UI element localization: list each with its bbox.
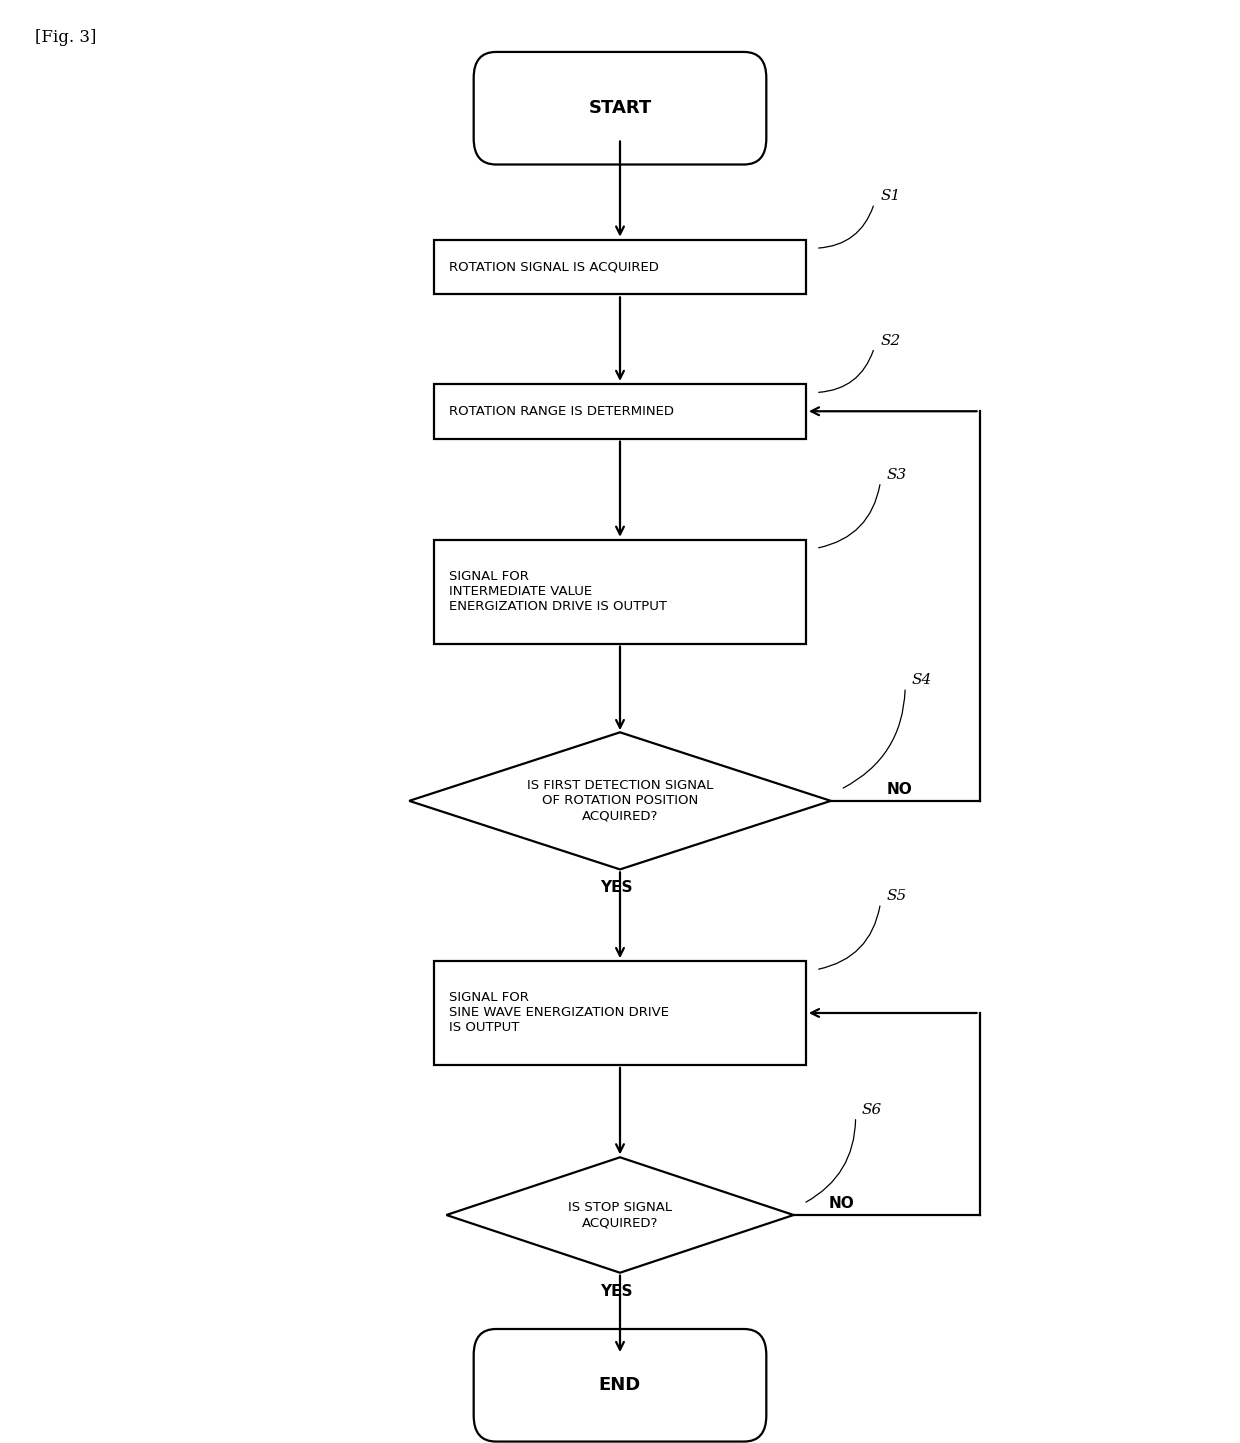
Text: NO: NO — [887, 782, 913, 797]
Text: [Fig. 3]: [Fig. 3] — [35, 29, 95, 46]
Polygon shape — [409, 733, 831, 869]
Text: SIGNAL FOR
SINE WAVE ENERGIZATION DRIVE
IS OUTPUT: SIGNAL FOR SINE WAVE ENERGIZATION DRIVE … — [449, 991, 668, 1035]
Text: ROTATION RANGE IS DETERMINED: ROTATION RANGE IS DETERMINED — [449, 404, 673, 418]
Text: IS STOP SIGNAL
ACQUIRED?: IS STOP SIGNAL ACQUIRED? — [568, 1201, 672, 1229]
Text: ROTATION SIGNAL IS ACQUIRED: ROTATION SIGNAL IS ACQUIRED — [449, 260, 658, 274]
FancyBboxPatch shape — [474, 52, 766, 165]
Text: YES: YES — [600, 1284, 632, 1299]
Bar — [434, 540, 806, 644]
Bar — [434, 384, 806, 439]
Text: S4: S4 — [911, 674, 931, 687]
Text: END: END — [599, 1377, 641, 1394]
Text: START: START — [588, 100, 652, 117]
Text: YES: YES — [600, 880, 632, 895]
Text: S6: S6 — [862, 1102, 882, 1117]
Text: SIGNAL FOR
INTERMEDIATE VALUE
ENERGIZATION DRIVE IS OUTPUT: SIGNAL FOR INTERMEDIATE VALUE ENERGIZATI… — [449, 570, 667, 613]
FancyBboxPatch shape — [474, 1329, 766, 1442]
Bar — [434, 961, 806, 1065]
Polygon shape — [446, 1157, 794, 1273]
Text: NO: NO — [828, 1196, 854, 1211]
Text: S3: S3 — [887, 468, 906, 482]
Text: IS FIRST DETECTION SIGNAL
OF ROTATION POSITION
ACQUIRED?: IS FIRST DETECTION SIGNAL OF ROTATION PO… — [527, 779, 713, 823]
Text: S5: S5 — [887, 889, 906, 903]
Bar — [434, 240, 806, 294]
Text: S1: S1 — [880, 189, 900, 203]
Text: S2: S2 — [880, 333, 900, 348]
